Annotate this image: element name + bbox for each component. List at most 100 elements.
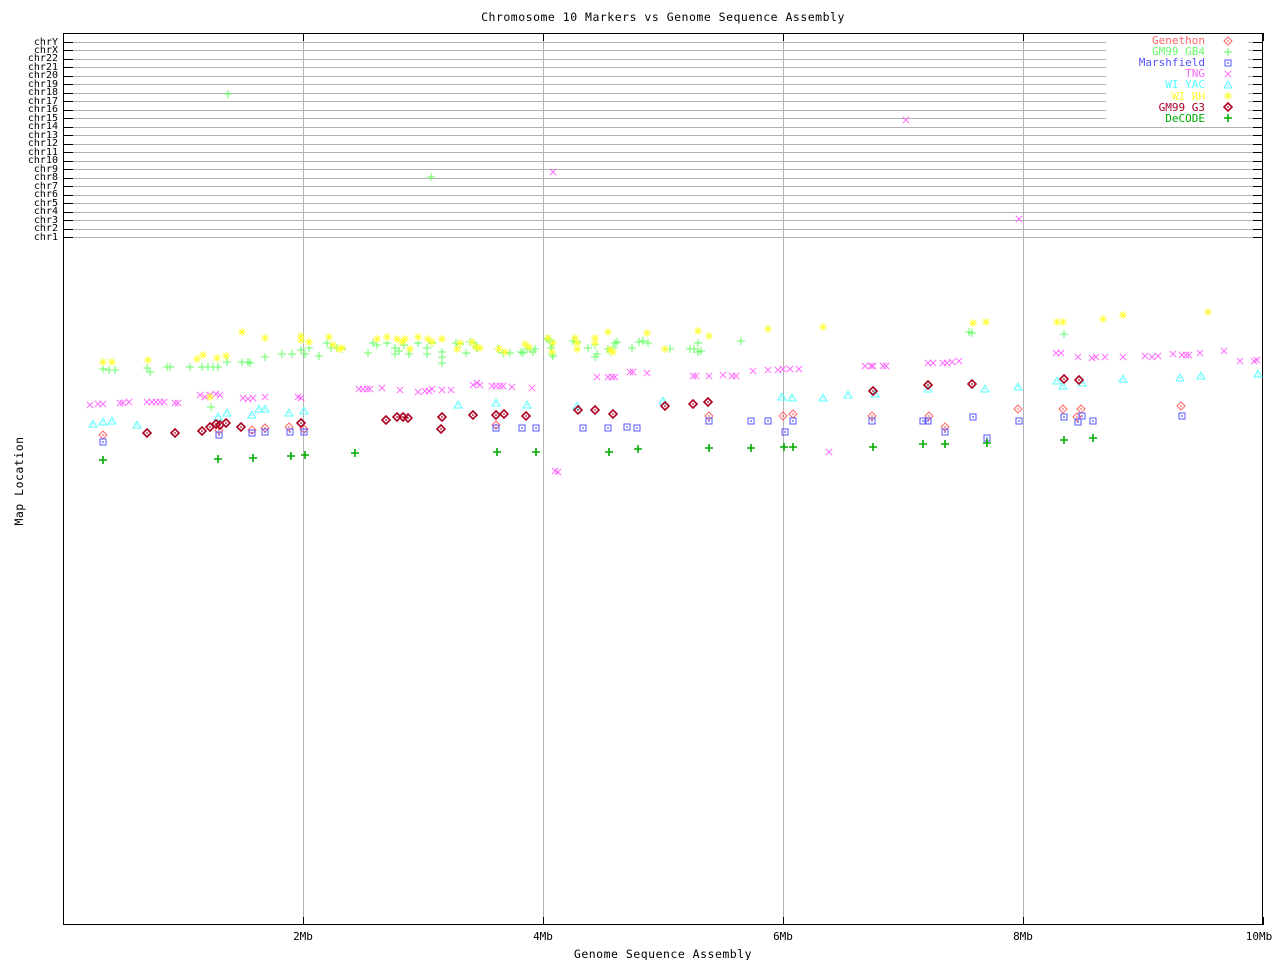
- x-tick-top-6Mb: [783, 33, 784, 41]
- y-tick-label-chr4: chr4: [33, 206, 58, 217]
- x-tick-label-4Mb: 4Mb: [533, 930, 553, 943]
- gridline-h-chr21: [63, 67, 1263, 68]
- gridline-h-chr18: [63, 93, 1263, 94]
- y-tick-right-chr3: [1253, 220, 1263, 221]
- y-tick-left-chr8: [63, 178, 73, 179]
- y-tick-label-chr12: chr12: [27, 138, 58, 149]
- legend-item-rh: WI RH: [1090, 91, 1205, 102]
- gridline-h-chr3: [63, 220, 1263, 221]
- y-tick-right-chr22: [1253, 59, 1263, 60]
- y-tick-left-chr4: [63, 212, 73, 213]
- y-tick-right-chr1: [1253, 237, 1263, 238]
- gridline-h-chr11: [63, 152, 1263, 153]
- y-tick-left-chr15: [63, 118, 73, 119]
- y-tick-left-chr2: [63, 229, 73, 230]
- gridline-h-chr2: [63, 229, 1263, 230]
- y-tick-left-chr1: [63, 237, 73, 238]
- y-tick-right-chr10: [1253, 161, 1263, 162]
- y-tick-label-chr3: chr3: [33, 215, 58, 226]
- y-tick-label-chrY: chrY: [33, 37, 58, 48]
- y-tick-label-chr13: chr13: [27, 130, 58, 141]
- y-tick-label-chr8: chr8: [33, 172, 58, 183]
- gridline-h-chr16: [63, 110, 1263, 111]
- y-tick-right-chr5: [1253, 203, 1263, 204]
- y-tick-left-chr19: [63, 84, 73, 85]
- y-tick-right-chrY: [1253, 42, 1263, 43]
- y-tick-right-chr14: [1253, 127, 1263, 128]
- gridline-h-chr4: [63, 212, 1263, 213]
- x-tick-bottom-6Mb: [783, 917, 784, 925]
- y-tick-left-chr10: [63, 161, 73, 162]
- y-tick-left-chr21: [63, 67, 73, 68]
- y-tick-label-chr16: chr16: [27, 104, 58, 115]
- y-tick-label-chr21: chr21: [27, 62, 58, 73]
- x-tick-label-10Mb: 10Mb: [1245, 930, 1273, 943]
- gridline-h-chr14: [63, 127, 1263, 128]
- gridline-h-chr6: [63, 195, 1263, 196]
- y-tick-left-chr3: [63, 220, 73, 221]
- gridline-v-6mb: [783, 33, 784, 925]
- legend-item-g3: GM99 G3: [1090, 102, 1205, 113]
- gridline-h-chr8: [63, 178, 1263, 179]
- gridline-h-chr17: [63, 101, 1263, 102]
- y-tick-label-chr17: chr17: [27, 96, 58, 107]
- legend-item-gb4: GM99 GB4: [1090, 46, 1205, 57]
- legend-item-decode: DeCODE: [1090, 113, 1205, 124]
- y-tick-right-chrX: [1253, 50, 1263, 51]
- y-tick-left-chr20: [63, 76, 73, 77]
- gridline-h-chr20: [63, 76, 1263, 77]
- y-tick-right-chr17: [1253, 101, 1263, 102]
- legend-item-tng: TNG: [1090, 68, 1205, 79]
- y-tick-label-chr1: chr1: [33, 232, 58, 243]
- y-tick-left-chrY: [63, 42, 73, 43]
- legend-label-g3: GM99 G3: [1158, 101, 1205, 114]
- x-tick-bottom-2Mb: [303, 917, 304, 925]
- y-tick-right-chr11: [1253, 152, 1263, 153]
- legend-item-genethon: Genethon: [1090, 35, 1205, 46]
- y-tick-label-chr2: chr2: [33, 223, 58, 234]
- y-tick-left-chr22: [63, 59, 73, 60]
- y-tick-right-chr2: [1253, 229, 1263, 230]
- gridline-h-chr19: [63, 84, 1263, 85]
- y-axis-title: Map Location: [12, 436, 26, 526]
- x-tick-bottom-8Mb: [1023, 917, 1024, 925]
- y-tick-right-chr8: [1253, 178, 1263, 179]
- y-tick-left-chr12: [63, 144, 73, 145]
- gridline-h-chrX: [63, 50, 1263, 51]
- gridline-h-chr5: [63, 203, 1263, 204]
- legend-item-marshfield: Marshfield: [1090, 57, 1205, 68]
- y-tick-right-chr13: [1253, 135, 1263, 136]
- x-tick-top-8Mb: [1023, 33, 1024, 41]
- y-tick-label-chr14: chr14: [27, 121, 58, 132]
- legend-label-decode: DeCODE: [1165, 112, 1205, 125]
- gridline-v-2mb: [303, 33, 304, 925]
- legend-label-tng: TNG: [1185, 67, 1205, 80]
- x-tick-top-4Mb: [543, 33, 544, 41]
- y-tick-right-chr9: [1253, 169, 1263, 170]
- x-axis-title: Genome Sequence Assembly: [573, 947, 753, 960]
- gridline-h-chr13: [63, 135, 1263, 136]
- legend-label-rh: WI RH: [1171, 90, 1205, 103]
- gridline-h-chr10: [63, 161, 1263, 162]
- legend-label-genethon: Genethon: [1152, 34, 1205, 47]
- y-tick-label-chr22: chr22: [27, 53, 58, 64]
- y-tick-right-chr19: [1253, 84, 1263, 85]
- y-tick-label-chr10: chr10: [27, 155, 58, 166]
- y-tick-label-chr7: chr7: [33, 181, 58, 192]
- gridline-h-chr12: [63, 144, 1263, 145]
- legend-item-yac: WI YAC: [1090, 79, 1205, 90]
- y-tick-right-chr4: [1253, 212, 1263, 213]
- y-tick-left-chr17: [63, 101, 73, 102]
- chart-title: Chromosome 10 Markers vs Genome Sequence…: [481, 10, 845, 24]
- y-tick-left-chr6: [63, 195, 73, 196]
- y-tick-right-chr18: [1253, 93, 1263, 94]
- x-tick-bottom-4Mb: [543, 917, 544, 925]
- x-tick-top-2Mb: [303, 33, 304, 41]
- y-tick-left-chr11: [63, 152, 73, 153]
- y-tick-left-chr9: [63, 169, 73, 170]
- y-tick-label-chr11: chr11: [27, 147, 58, 158]
- y-tick-label-chr9: chr9: [33, 164, 58, 175]
- gridline-v-4mb: [543, 33, 544, 925]
- y-tick-right-chr15: [1253, 118, 1263, 119]
